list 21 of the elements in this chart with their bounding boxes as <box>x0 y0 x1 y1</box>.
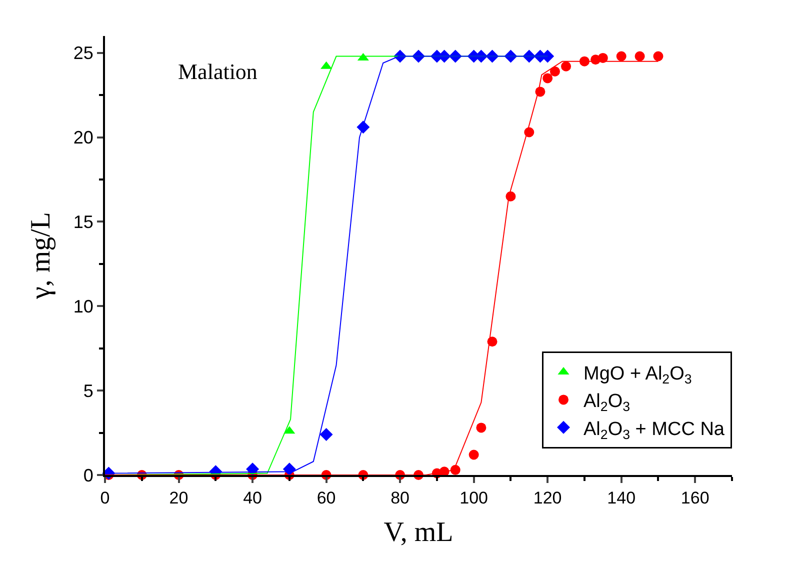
y-tick-label: 5 <box>83 380 94 401</box>
x-axis-title: V, mL <box>384 517 454 548</box>
y-tick-label: 25 <box>73 43 94 64</box>
y-tick-label: 10 <box>73 296 94 316</box>
x-tick-label: 120 <box>533 488 562 508</box>
x-tick-label: 140 <box>607 488 636 508</box>
y-axis-title: γ, mg/L <box>26 212 57 300</box>
annotation: Malation <box>178 59 258 84</box>
x-tick-label: 100 <box>460 488 488 508</box>
y-tick-label: 20 <box>73 128 94 148</box>
legend-label: Al$_{2}$O$_{3}$ <box>584 391 630 414</box>
x-tick-label: 60 <box>316 488 336 508</box>
x-tick-label: 40 <box>243 488 262 508</box>
x-tick-label: 20 <box>169 488 188 508</box>
legend-label: Al$_{2}$O$_{3}$ + MCC Na <box>584 418 725 442</box>
legend-label: MgO + Al$_{2}$O$_{3}$ <box>584 363 692 386</box>
x-tick-label: 160 <box>680 488 710 508</box>
x-tick-label: 0 <box>100 488 110 508</box>
x-tick-label: 80 <box>390 488 410 508</box>
y-tick-label: 15 <box>73 212 94 232</box>
y-tick-label: 0 <box>83 465 94 486</box>
